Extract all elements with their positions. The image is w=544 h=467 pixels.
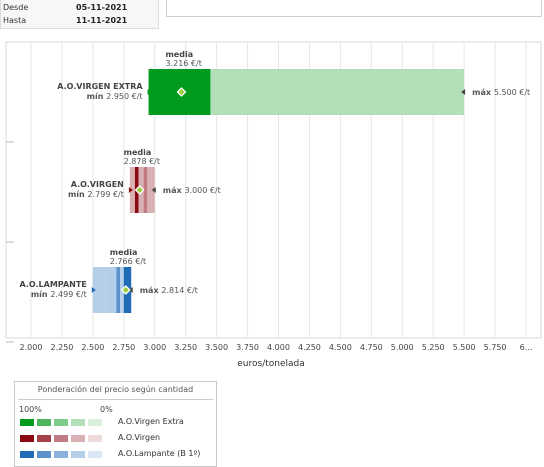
max-label: máx 3.000 €/t [163,186,221,195]
date-from-value[interactable]: 05-11-2021 [76,3,128,12]
x-tick-label: 3.000 [143,343,166,352]
range-segment [273,69,403,115]
legend-swatch [70,418,86,427]
max-marker [461,89,466,95]
range-segment [402,69,465,115]
mean-title: media [110,248,138,257]
x-tick-label: 6... [520,343,533,352]
legend-swatch [70,434,86,443]
mean-marker [134,185,145,195]
legend-pct-high: 100% [19,405,42,414]
min-label: mín 2.799 €/t [68,190,124,199]
range-segment [92,267,106,313]
legend-swatch [36,450,52,459]
min-value: 2.499 €/t [50,290,86,299]
mean-marker [120,285,131,295]
mean-value: 3.216 €/t [165,59,201,68]
max-label: máx 5.500 €/t [472,88,530,97]
max-prefix: máx [163,186,185,195]
mean-value: 2.878 €/t [124,157,160,166]
legend-swatch [70,450,86,459]
min-prefix: mín [68,190,88,199]
min-marker [91,287,96,293]
max-prefix: máx [140,286,162,295]
legend-pct-low: 0% [100,405,113,414]
legend-title: Ponderación del precio según cantidad [37,385,194,394]
x-tick-label: 3.750 [236,343,259,352]
min-label: mín 2.499 €/t [31,290,87,299]
min-value: 2.799 €/t [88,190,124,199]
x-tick-label: 5.000 [391,343,414,352]
x-tick-label: 4.750 [360,343,383,352]
date-range-panel: Desde 05-11-2021 Hasta 11-11-2021 [0,0,159,29]
legend-swatch [53,434,69,443]
range-segment [105,267,117,313]
mean-value: 2.766 €/t [110,257,146,266]
max-value: 3.000 €/t [184,186,220,195]
mean-marker [176,87,187,97]
x-tick-label: 2.250 [50,343,73,352]
date-from-row: Desde 05-11-2021 [3,1,155,14]
x-axis-label: euros/tonelada [237,359,305,369]
legend-swatch [19,418,35,427]
min-prefix: mín [87,92,107,101]
x-tick-label: 4.500 [329,343,352,352]
date-to-value[interactable]: 11-11-2021 [76,16,128,25]
legend-swatch [36,434,52,443]
x-tick-label: 5.500 [453,343,476,352]
legend-swatch [87,418,103,427]
info-panel [166,0,542,17]
category-name: A.O.VIRGEN EXTRA [57,82,143,91]
range-segment [147,167,152,213]
legend-swatch [36,418,52,427]
max-label: máx 2.814 €/t [140,286,198,295]
legend-panel: Ponderación del precio según cantidad 10… [14,381,217,467]
legend-label: A.O.Virgen [118,433,161,442]
min-label: mín 2.950 €/t [87,92,143,101]
legend-label: A.O.Virgen Extra [118,417,184,426]
max-value: 2.814 €/t [161,286,197,295]
x-tick-label: 3.500 [205,343,228,352]
min-marker [128,187,133,193]
range-segment [210,69,274,115]
category-name: A.O.LAMPANTE [20,280,87,289]
legend-swatch [87,434,103,443]
max-prefix: máx [472,88,494,97]
category-name: A.O.VIRGEN [71,180,124,189]
date-to-row: Hasta 11-11-2021 [3,14,155,27]
x-tick-label: 4.250 [298,343,321,352]
x-tick-label: 5.250 [422,343,445,352]
legend-divider [18,399,213,400]
x-tick-label: 3.250 [174,343,197,352]
x-tick-label: 2.000 [20,343,43,352]
legend-swatch [87,450,103,459]
mean-title: media [165,50,193,59]
legend-label: A.O.Lampante (B 1º) [118,449,201,458]
mean-title: media [124,148,152,157]
min-value: 2.950 €/t [106,92,142,101]
min-marker [147,89,152,95]
legend-swatch [19,434,35,443]
date-to-label: Hasta [3,16,27,25]
legend-swatch [53,450,69,459]
max-value: 5.500 €/t [494,88,530,97]
legend-swatch [53,418,69,427]
date-from-label: Desde [3,3,29,12]
x-tick-label: 4.000 [267,343,290,352]
max-marker [128,287,133,293]
max-marker [151,187,156,193]
x-tick-label: 2.500 [81,343,104,352]
range-segment [116,267,121,313]
x-tick-label: 2.750 [112,343,135,352]
min-prefix: mín [31,290,51,299]
x-tick-label: 5.750 [484,343,507,352]
legend-swatch [19,450,35,459]
range-segment [143,167,148,213]
price-range-chart: 2.000 2.250 2.500 2.750 3.000 3.250 3.500 3.750… [5,41,542,369]
